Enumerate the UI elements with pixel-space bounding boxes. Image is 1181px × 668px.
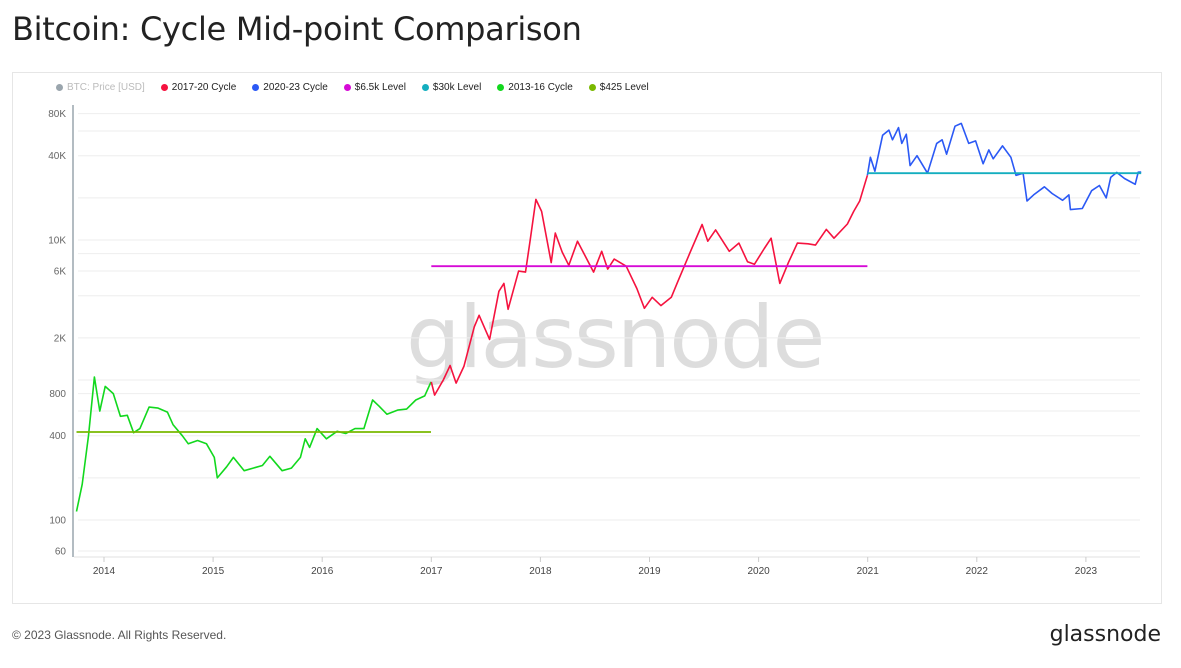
legend-dot-icon xyxy=(343,84,351,91)
legend-label: $6.5k Level xyxy=(354,82,406,93)
legend-dot-icon xyxy=(160,84,168,91)
legend-label: 2017-20 Cycle xyxy=(171,82,237,93)
legend-dot-icon xyxy=(252,84,260,91)
copyright: © 2023 Glassnode. All Rights Reserved. xyxy=(12,628,227,642)
x-tick-label: 2016 xyxy=(311,566,334,577)
legend-dot-icon xyxy=(588,84,596,91)
legend-item[interactable]: 2013-16 Cycle xyxy=(497,82,573,93)
legend-label: $425 Level xyxy=(599,82,649,93)
legend-dot-icon xyxy=(497,84,505,91)
legend-label: BTC: Price [USD] xyxy=(67,82,145,93)
x-tick-label: 2014 xyxy=(93,566,116,577)
legend-dot-icon xyxy=(56,84,63,91)
x-tick-label: 2020 xyxy=(747,566,770,577)
x-tick-label: 2023 xyxy=(1075,566,1098,577)
legend-dot-icon xyxy=(421,84,429,91)
series-2017-20-cycle xyxy=(430,175,869,396)
page-title: Bitcoin: Cycle Mid-point Comparison xyxy=(12,10,582,48)
legend-item[interactable]: $6.5k Level xyxy=(343,82,406,93)
y-tick-label: 800 xyxy=(49,389,66,400)
legend-item[interactable]: $30k Level xyxy=(421,82,482,93)
series-2020-23-cycle xyxy=(866,122,1142,211)
y-tick-label: 6K xyxy=(54,267,67,278)
legend-item[interactable]: BTC: Price [USD] xyxy=(56,82,145,93)
legend-label: 2020-23 Cycle xyxy=(263,82,328,93)
y-tick-label: 400 xyxy=(49,431,66,442)
legend-item[interactable]: $425 Level xyxy=(588,82,649,93)
x-tick-label: 2018 xyxy=(529,566,552,577)
x-tick-label: 2017 xyxy=(420,566,443,577)
x-tick-label: 2019 xyxy=(638,566,661,577)
x-tick-label: 2022 xyxy=(966,566,989,577)
legend-label: $30k Level xyxy=(432,82,482,93)
y-tick-label: 60 xyxy=(55,547,67,558)
y-tick-label: 10K xyxy=(48,236,66,247)
y-tick-label: 2K xyxy=(54,333,67,344)
legend-item[interactable]: 2017-20 Cycle xyxy=(160,82,237,93)
legend-label: 2013-16 Cycle xyxy=(508,82,573,93)
series-2013-16-cycle xyxy=(75,376,432,512)
legend: BTC: Price [USD] 2017-20 Cycle 2020-23 Cyc… xyxy=(56,82,649,93)
legend-item[interactable]: 2020-23 Cycle xyxy=(252,82,328,93)
chart-frame xyxy=(12,72,1162,604)
glassnode-logo: glassnode xyxy=(1049,622,1161,647)
y-tick-label: 40K xyxy=(48,151,66,162)
x-tick-label: 2021 xyxy=(857,566,880,577)
y-tick-label: 80K xyxy=(48,109,66,120)
y-tick-label: 100 xyxy=(49,516,66,527)
x-tick-label: 2015 xyxy=(202,566,225,577)
